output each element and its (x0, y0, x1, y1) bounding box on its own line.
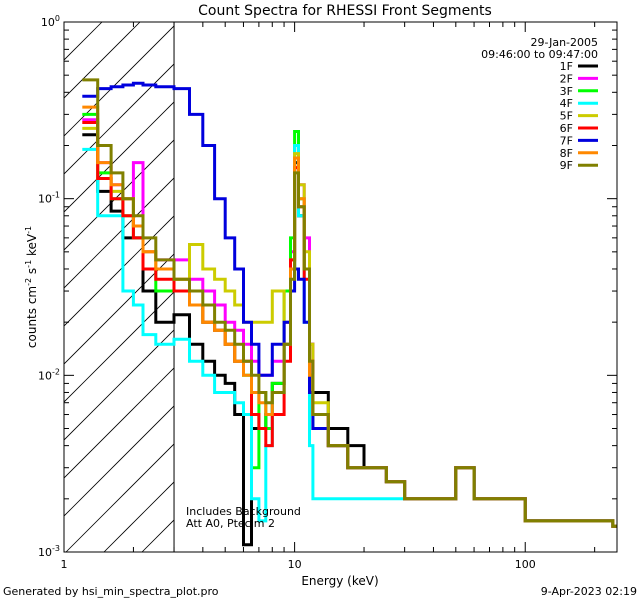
hatch-line (65, 443, 175, 552)
hatch-line (64, 101, 175, 213)
time-range-label: 09:46:00 to 09:47:00 (481, 48, 598, 61)
hatch-line (64, 177, 175, 289)
y-label-exp-1: -2 (24, 278, 33, 286)
legend-label-9F: 9F (560, 159, 573, 172)
legend-label-4F: 4F (560, 97, 573, 110)
hatch-line (64, 63, 175, 175)
hatch-line (64, 405, 175, 517)
y-label-exp-3: -1 (24, 226, 33, 234)
y-tick-label: 10-3 (38, 544, 60, 559)
hatch-line (64, 367, 175, 479)
legend-label-6F: 6F (560, 122, 573, 135)
hatched-region (64, 22, 175, 552)
axis-ticks: 1 10 100 100 10-1 10-2 10-3 (38, 14, 617, 571)
generated-by-label: Generated by hsi_min_spectra_plot.pro (3, 585, 219, 598)
y-tick-label: 100 (41, 14, 60, 29)
y-tick-label: 10-1 (38, 191, 60, 206)
chart-title: Count Spectra for RHESSI Front Segments (198, 3, 492, 19)
x-tick-label: 1 (61, 558, 68, 571)
y-axis-label: counts cm-2 s-1 keV-1 (24, 226, 39, 348)
y-label-part-3: keV (25, 233, 39, 260)
series-layer (82, 78, 617, 547)
x-tick-label: 100 (515, 558, 536, 571)
annotation-background: Includes Background (186, 505, 301, 518)
hatch-line (64, 253, 175, 365)
x-axis-label: Energy (keV) (301, 574, 378, 588)
hatch-line (64, 215, 175, 327)
legend-label-2F: 2F (560, 72, 573, 85)
y-label-part-1: counts cm (25, 286, 39, 348)
timestamp-label: 9-Apr-2023 02:19 (541, 585, 637, 598)
legend-label-1F: 1F (560, 60, 573, 73)
plot-frame (63, 21, 618, 553)
annotation-attenuator: Att A0, Ptecim 2 (186, 517, 275, 530)
y-label-exp-2: -1 (24, 260, 33, 268)
legend-label-8F: 8F (560, 147, 573, 160)
legend-label-7F: 7F (560, 134, 573, 147)
legend-label-5F: 5F (560, 110, 573, 123)
date-label: 29-Jan-2005 (531, 36, 599, 49)
x-tick-label: 10 (288, 558, 302, 571)
hatch-line (64, 25, 175, 137)
series-line-9F (82, 78, 617, 528)
y-label-part-2: s (25, 268, 39, 278)
y-tick-label: 10-2 (38, 367, 60, 382)
legend-label-3F: 3F (560, 85, 573, 98)
